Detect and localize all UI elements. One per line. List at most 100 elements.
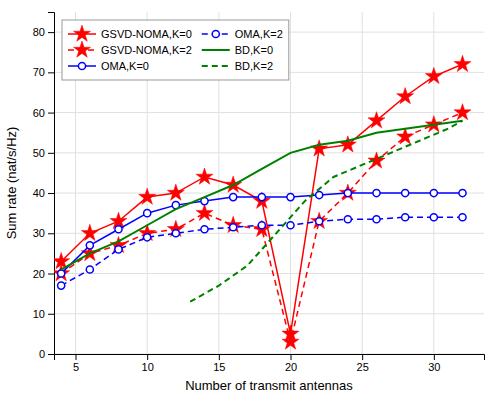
point <box>115 226 122 233</box>
point <box>144 210 151 217</box>
point <box>196 204 213 220</box>
y-tick-mark <box>48 354 54 355</box>
y-tick-label: 10 <box>33 308 45 320</box>
y-tick: 70 <box>33 66 54 78</box>
grid-line-x <box>433 12 434 354</box>
y-tick-label: 60 <box>33 107 45 119</box>
y-tick: 30 <box>33 227 54 239</box>
x-tick: 15 <box>213 354 225 373</box>
legend-label: OMA,K=0 <box>101 60 149 72</box>
series <box>190 121 462 302</box>
y-tick-label: 40 <box>33 187 45 199</box>
point <box>287 194 294 201</box>
legend-handle <box>202 49 230 51</box>
point <box>425 67 442 83</box>
point <box>253 220 270 236</box>
legend-item: GSVD-NOMA,K=2 <box>68 41 192 57</box>
y-tick: 20 <box>33 268 54 280</box>
series <box>58 189 466 277</box>
legend-label: GSVD-NOMA,K=2 <box>101 44 192 56</box>
y-tick-mark <box>48 193 54 194</box>
x-axis: 51015202530 <box>55 354 485 373</box>
y-tick: 40 <box>33 187 54 199</box>
x-tick-mark <box>291 354 292 360</box>
y-tick-label: 80 <box>33 26 45 38</box>
point <box>172 230 179 237</box>
point <box>139 188 156 204</box>
series <box>54 55 471 341</box>
point <box>454 55 471 71</box>
y-tick-label: 50 <box>33 147 45 159</box>
point <box>201 226 208 233</box>
legend-box <box>62 20 289 80</box>
y-tick-mark <box>48 153 54 154</box>
point <box>58 282 65 289</box>
legend-item: BD,K=0 <box>202 44 273 56</box>
legend-item: BD,K=2 <box>202 60 273 72</box>
x-tick-label: 5 <box>73 361 79 373</box>
point <box>311 140 328 156</box>
legend-label: BD,K=2 <box>235 60 273 72</box>
legend: GSVD-NOMA,K=0GSVD-NOMA,K=2OMA,K=0OMA,K=2… <box>62 20 289 80</box>
point <box>397 88 414 104</box>
y-tick-label: 30 <box>33 227 45 239</box>
x-tick-mark <box>434 354 435 360</box>
grid-line-y <box>54 273 484 274</box>
legend-item: OMA,K=2 <box>202 28 283 40</box>
point <box>287 222 294 229</box>
series-line <box>61 121 462 270</box>
series-line <box>61 217 462 285</box>
point <box>454 104 471 120</box>
x-tick: 5 <box>73 354 79 373</box>
x-axis-line <box>55 355 485 361</box>
y-tick: 50 <box>33 147 54 159</box>
legend-marker <box>212 30 219 37</box>
x-tick-label: 20 <box>285 361 297 373</box>
point <box>81 224 98 240</box>
legend-marker <box>73 25 90 41</box>
plot-area <box>54 55 471 349</box>
y-tick-label: 0 <box>39 348 45 360</box>
x-tick: 20 <box>285 354 297 373</box>
point <box>230 194 237 201</box>
y-tick-label: 70 <box>33 66 45 78</box>
point <box>373 189 380 196</box>
point <box>167 184 184 200</box>
x-tick-label: 30 <box>428 361 440 373</box>
point <box>253 192 270 208</box>
point <box>339 184 356 200</box>
grid-line-x <box>290 12 291 354</box>
point <box>58 270 65 277</box>
legend-item: OMA,K=0 <box>68 60 149 72</box>
x-tick-mark <box>219 354 220 360</box>
legend-marker <box>73 41 90 57</box>
series-line <box>61 64 462 334</box>
x-tick-mark <box>76 354 77 360</box>
x-tick-label: 10 <box>142 361 154 373</box>
y-tick-label: 20 <box>33 268 45 280</box>
point <box>144 234 151 241</box>
point <box>230 224 237 231</box>
legend-label: BD,K=0 <box>235 44 273 56</box>
legend-label: OMA,K=2 <box>235 28 283 40</box>
series <box>54 104 471 350</box>
point <box>282 333 299 349</box>
point <box>86 242 93 249</box>
chart: 5101520253001020304050607080Number of tr… <box>0 0 500 400</box>
point <box>258 194 265 201</box>
grid-line-x <box>362 12 363 354</box>
grid-line-y <box>54 152 484 153</box>
point <box>86 266 93 273</box>
grid-line-y <box>54 112 484 113</box>
x-tick-label: 15 <box>213 361 225 373</box>
point <box>430 189 437 196</box>
y-tick-mark <box>48 32 54 33</box>
y-axis-title: Sum rate (nat/s/Hz) <box>4 127 19 240</box>
point <box>402 189 409 196</box>
point <box>402 214 409 221</box>
point <box>225 216 242 232</box>
point <box>196 168 213 184</box>
x-axis-title: Number of transmit antennas <box>185 378 353 393</box>
legend-handle <box>202 65 230 67</box>
x-tick: 10 <box>142 354 154 373</box>
